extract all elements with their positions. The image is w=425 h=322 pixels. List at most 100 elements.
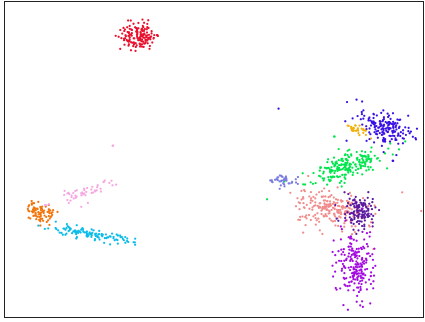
scatter-point-series-5	[311, 206, 314, 209]
scatter-point-series-0	[114, 34, 117, 37]
scatter-point-series-4	[290, 181, 293, 184]
scatter-point-series-3	[360, 164, 363, 167]
scatter-point-series-2	[364, 133, 368, 137]
scatter-point-series-7	[369, 274, 372, 278]
scatter-point-series-7	[362, 277, 365, 280]
scatter-point-series-5	[327, 209, 330, 212]
scatter-point-series-5	[326, 208, 329, 211]
scatter-point-series-6	[337, 219, 340, 222]
scatter-point-series-5	[334, 215, 337, 218]
scatter-point-series-7	[358, 265, 361, 268]
scatter-point-series-5	[316, 212, 319, 215]
scatter-point-series-1	[401, 137, 404, 140]
scatter-point-series-5	[333, 219, 337, 222]
scatter-point-series-1	[397, 126, 401, 130]
scatter-point-series-1	[386, 115, 390, 119]
scatter-point-series-5	[298, 208, 301, 211]
scatter-point-series-9	[60, 231, 63, 234]
scatter-point-series-5	[309, 197, 313, 200]
scatter-point-series-9	[86, 233, 89, 236]
scatter-point-series-5	[337, 224, 340, 227]
scatter-point-series-8	[48, 212, 51, 215]
scatter-point-series-6	[372, 214, 375, 217]
scatter-point-series-4	[278, 174, 281, 177]
scatter-point-series-7	[365, 261, 368, 264]
scatter-point-series-0	[143, 32, 146, 35]
scatter-point-series-9	[62, 227, 65, 230]
scatter-point-series-9	[47, 227, 50, 230]
scatter-point-series-5	[323, 187, 326, 190]
scatter-point-series-0	[117, 35, 120, 38]
scatter-point-series-5	[300, 189, 303, 193]
scatter-point-series-5	[324, 214, 327, 217]
scatter-point-series-6	[361, 204, 365, 208]
scatter-point-series-9	[72, 230, 75, 233]
scatter-point-series-1	[395, 138, 398, 142]
scatter-point-series-9	[124, 235, 127, 239]
scatter-point-series-2	[350, 127, 353, 130]
scatter-point-series-9	[113, 239, 116, 242]
scatter-point-series-8	[42, 219, 45, 222]
scatter-point-series-5	[314, 213, 317, 216]
scatter-point-series-3	[329, 168, 332, 172]
scatter-point-series-0	[142, 34, 145, 37]
scatter-point-series-7	[352, 276, 355, 279]
scatter-point-series-7	[372, 287, 375, 290]
scatter-point-series-6	[368, 202, 371, 205]
scatter-point-series-8	[41, 217, 44, 220]
scatter-point-series-6	[355, 206, 359, 209]
scatter-point-series-1	[399, 130, 402, 134]
scatter-point-series-1	[376, 136, 379, 139]
scatter-point-series-7	[357, 282, 360, 285]
scatter-point-series-6	[363, 202, 366, 205]
scatter-point-series-0	[143, 21, 146, 24]
scatter-point-series-0	[135, 44, 138, 47]
scatter-point-series-4	[278, 187, 281, 190]
scatter-point-series-3	[265, 198, 269, 201]
scatter-point-series-2	[358, 134, 361, 137]
scatter-point-series-6	[367, 207, 370, 211]
scatter-point-series-5	[353, 230, 356, 234]
scatter-point-series-3	[355, 150, 358, 154]
scatter-point-series-1	[367, 119, 370, 122]
scatter-point-series-10	[111, 184, 114, 187]
scatter-point-series-0	[129, 19, 132, 22]
scatter-point-series-5	[333, 207, 336, 211]
scatter-point-series-7	[361, 261, 364, 264]
scatter-point-series-3	[383, 152, 387, 155]
scatter-point-series-3	[367, 168, 370, 171]
scatter-point-series-6	[352, 222, 355, 225]
scatter-point-series-1	[386, 130, 390, 134]
scatter-point-series-5	[369, 221, 373, 224]
scatter-point-series-2	[346, 124, 349, 127]
scatter-point-series-6	[377, 208, 381, 212]
scatter-point-series-3	[344, 161, 347, 164]
scatter-point-series-3	[341, 168, 344, 171]
scatter-point-series-8	[32, 210, 36, 213]
scatter-point-series-4	[285, 177, 288, 180]
scatter-point-series-7	[349, 235, 352, 238]
scatter-point-series-5	[298, 202, 302, 205]
scatter-point-series-3	[358, 158, 361, 162]
scatter-point-series-0	[140, 38, 144, 41]
scatter-point-series-10	[102, 180, 105, 184]
scatter-point-series-7	[351, 259, 354, 263]
scatter-point-series-5	[341, 205, 344, 209]
scatter-point-series-3	[358, 163, 361, 166]
scatter-point-series-5	[331, 220, 335, 223]
scatter-point-series-7	[347, 236, 350, 239]
scatter-point-series-0	[150, 32, 153, 35]
scatter-point-series-1	[361, 100, 364, 103]
scatter-point-series-7	[356, 261, 359, 265]
scatter-point-series-3	[345, 157, 348, 161]
scatter-point-series-10	[63, 189, 66, 192]
scatter-point-series-10	[80, 194, 83, 197]
scatter-point-series-0	[146, 34, 149, 37]
scatter-point-series-5	[338, 215, 341, 218]
scatter-point-series-3	[365, 155, 368, 158]
scatter-point-series-5	[336, 198, 339, 201]
scatter-point-series-6	[346, 211, 349, 214]
scatter-point-series-6	[361, 211, 364, 214]
scatter-point-series-1	[368, 127, 371, 130]
scatter-point-series-0	[156, 34, 159, 37]
